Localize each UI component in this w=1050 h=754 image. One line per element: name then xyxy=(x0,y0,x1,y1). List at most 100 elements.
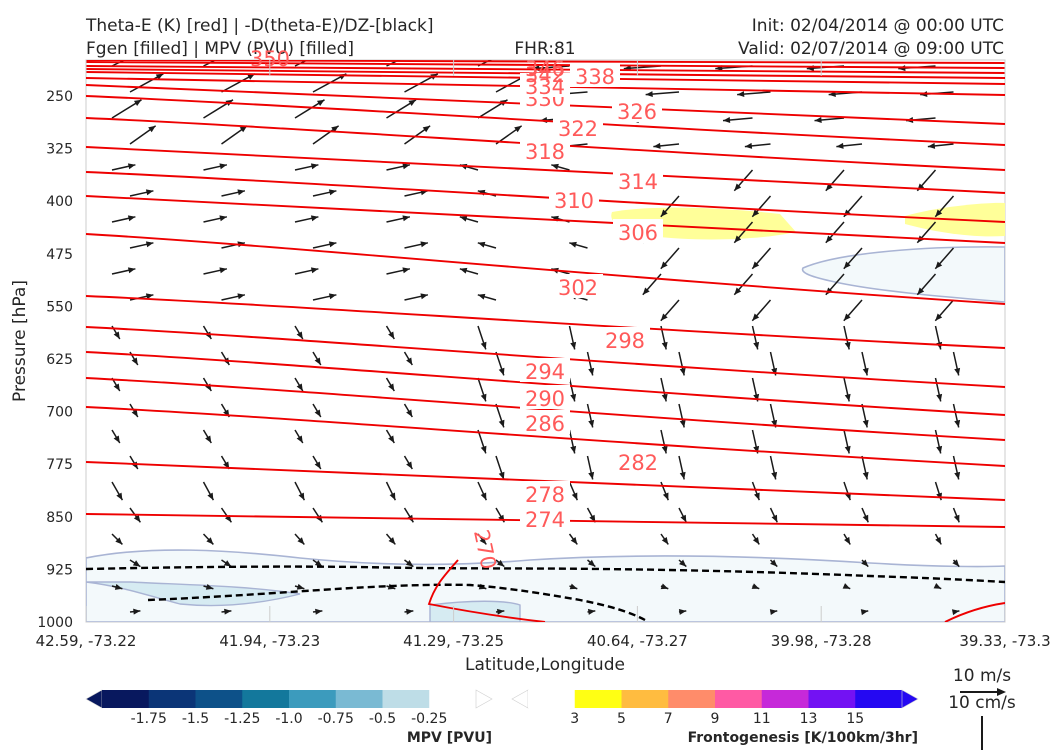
circulation-vector-head xyxy=(477,293,486,300)
theta-e-label-322: 322 xyxy=(558,117,598,141)
circulation-vector-head xyxy=(661,536,669,545)
colorbar-extend-low xyxy=(511,689,529,709)
circulation-vector-head xyxy=(844,536,851,545)
circulation-vector-head xyxy=(954,419,961,428)
circulation-vector-head xyxy=(951,609,960,616)
theta-e-label-334: 334 xyxy=(525,75,565,99)
circulation-vector-head xyxy=(588,367,595,376)
circulation-vector-head xyxy=(935,313,943,321)
theta-e-label-342: 342 xyxy=(525,63,565,87)
theta-e-label-bg xyxy=(553,115,603,139)
y-tick-label: 925 xyxy=(46,562,73,578)
circulation-vector-head xyxy=(408,99,416,107)
theta-e-contour-318 xyxy=(86,117,1005,171)
circulation-vector-head xyxy=(328,241,337,248)
circulation-vector-head xyxy=(459,215,468,222)
colorbar-tick-label: -1.5 xyxy=(182,711,209,727)
circulation-vector-head xyxy=(769,609,778,615)
circulation-vector-head xyxy=(114,584,123,590)
colorbar-extend-low xyxy=(85,689,103,709)
colorbar-swatch xyxy=(574,690,622,708)
circulation-vector-head xyxy=(771,471,778,480)
circulation-vector-head xyxy=(588,419,595,428)
colorbar-tick-label: 5 xyxy=(617,711,626,727)
mpv-colorbar: -1.75 -1.5 -1.25 -1.0 -0.75 -0.5 -0.25 xyxy=(85,689,493,727)
x-tick-label: 41.94, -73.23 xyxy=(219,632,320,650)
circulation-vector-head xyxy=(933,583,942,589)
theta-e-contour-302 xyxy=(86,233,1005,305)
theta-e-label-274: 274 xyxy=(525,508,565,532)
circulation-vector-head xyxy=(145,189,154,196)
circulation-vector-head xyxy=(155,73,164,80)
theta-e-contour-334 xyxy=(86,71,1005,85)
circulation-vector-head xyxy=(416,48,424,54)
colorbar-swatch xyxy=(621,690,669,708)
circulation-vector-head xyxy=(571,492,578,501)
circulation-vector-head xyxy=(328,293,337,300)
circulation-vector-head xyxy=(551,163,559,170)
circulation-vector-head xyxy=(205,583,214,590)
colorbar-tick-label: 3 xyxy=(570,711,579,727)
circulation-vector-head xyxy=(679,559,687,567)
y-tick-label: 850 xyxy=(46,510,73,526)
colorbar-tick-label: 15 xyxy=(846,711,864,727)
theta-e-contour-350 xyxy=(86,60,1005,64)
circulation-vector-head xyxy=(862,471,869,480)
circulation-vector-head xyxy=(751,583,760,589)
circulation-vector-head xyxy=(660,209,668,217)
circulation-vector-head xyxy=(328,189,337,196)
circulation-vector-head xyxy=(113,331,120,339)
theta-e-label-bg xyxy=(520,481,570,505)
circulation-vector-head xyxy=(496,608,505,615)
theta-e-contour-282 xyxy=(86,406,1005,467)
circulation-vector-head xyxy=(498,367,505,376)
circulation-vector-head xyxy=(406,461,413,469)
circulation-vector-head xyxy=(388,537,396,545)
circulation-vector-head xyxy=(754,492,760,501)
circulation-vector-head xyxy=(239,125,248,133)
circulation-vector-head xyxy=(588,559,596,567)
colorbar-swatch xyxy=(195,690,243,708)
circulation-vector-head xyxy=(498,471,505,480)
circulation-vector-head xyxy=(133,608,141,615)
circulation-vector-head xyxy=(314,560,323,567)
circulation-vector-head xyxy=(219,267,227,274)
circulation-vector-head xyxy=(842,583,851,589)
circulation-vector-head xyxy=(953,514,960,523)
colorbar-swatch xyxy=(382,690,430,708)
circulation-vector-head xyxy=(952,559,960,567)
circulation-vector-head xyxy=(310,215,319,222)
theta-e-label-bg xyxy=(570,63,620,87)
circulation-vector-head xyxy=(115,537,123,545)
colorbar-tick-label: -0.5 xyxy=(369,711,396,727)
circulation-vector-head xyxy=(296,383,303,391)
y-tick-label: 250 xyxy=(46,89,73,105)
x-tick-label: 41.29, -73.25 xyxy=(403,632,504,650)
colorbar-tick-label: -1.25 xyxy=(224,711,260,727)
circulation-vector-head xyxy=(402,163,410,170)
circulation-vector-head xyxy=(132,560,141,567)
x-axis-label: Latitude,Longitude xyxy=(465,655,625,675)
circulation-vector-head xyxy=(148,125,156,133)
circulation-vector-head xyxy=(133,514,141,523)
circulation-vector-head xyxy=(131,409,138,417)
theta-e-label-bg xyxy=(520,506,570,530)
y-tick-label: 775 xyxy=(46,457,73,473)
circulation-vector-head xyxy=(479,537,487,545)
circulation-vector-head xyxy=(127,163,136,170)
theta-e-label-298: 298 xyxy=(605,329,645,353)
circulation-vector-head xyxy=(331,125,339,133)
theta-e-label-bg xyxy=(613,449,663,473)
circulation-vector-head xyxy=(480,393,487,402)
theta-e-contour-322 xyxy=(86,95,1005,146)
mpv-fill-patch xyxy=(86,549,1005,622)
circulation-vector-head xyxy=(645,91,653,98)
circulation-vector-head xyxy=(133,99,142,107)
theta-e-contour-298 xyxy=(86,295,1005,349)
circulation-vector-head xyxy=(388,383,395,391)
circulation-vector-head xyxy=(113,383,120,391)
circulation-vector-head xyxy=(680,514,687,523)
y-tick-label: 625 xyxy=(46,352,73,368)
theta-e-label-bg xyxy=(600,327,650,351)
